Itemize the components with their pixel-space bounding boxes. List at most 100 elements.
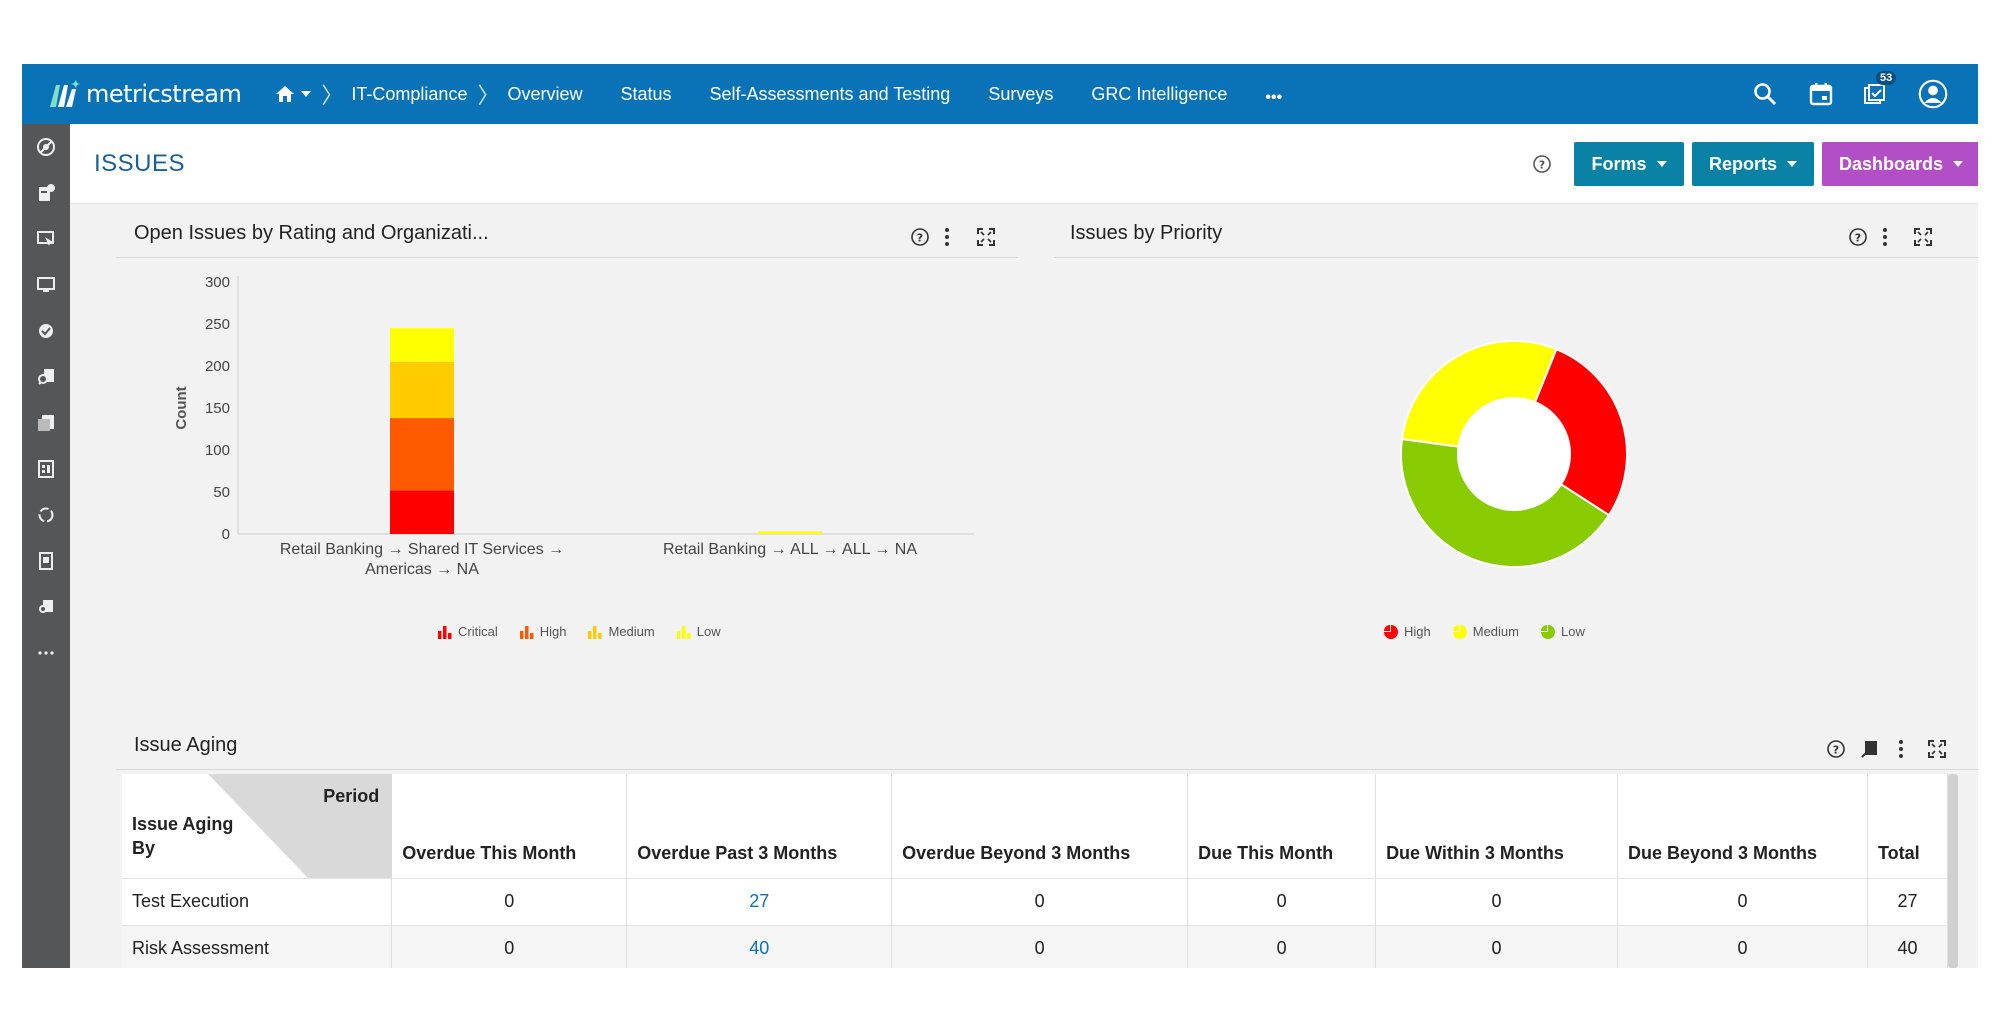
col-overdue-this-month[interactable]: Overdue This Month [391,774,628,878]
help-icon[interactable]: ? [1532,154,1552,174]
settings-check-icon[interactable] [22,308,70,354]
donut-slice-medium[interactable] [1400,340,1558,448]
legend-label-high: High [1404,624,1431,639]
legend-item-high[interactable]: High [519,624,566,639]
svg-text:?: ? [1855,232,1861,245]
row-label: Risk Assessment [122,924,393,968]
y-tick-label: 250 [205,316,230,333]
corner-diagonal-shading [208,774,392,878]
metricstream-logo[interactable]: metricstream [48,79,242,109]
user-avatar-icon[interactable] [1918,79,1948,109]
expand-icon[interactable] [1928,740,1946,758]
report-icon[interactable] [22,446,70,492]
more-nav-icon[interactable]: ••• [1265,89,1283,106]
pie-panel-title: Issues by Priority [1070,222,1223,244]
col-overdue-beyond-3-months[interactable]: Overdue Beyond 3 Months [891,774,1189,878]
search-docs-icon[interactable] [22,354,70,400]
kebab-menu-icon[interactable] [1896,739,1906,759]
assessment-icon[interactable] [22,216,70,262]
home-icon [276,86,295,102]
tasks-icon[interactable]: 53 [1862,71,1897,109]
legend-item-low[interactable]: Low [1541,624,1585,639]
legend-item-medium[interactable]: Medium [588,624,655,639]
expand-icon[interactable] [977,228,995,246]
y-tick-label: 100 [205,442,230,459]
col-total[interactable]: Total [1867,774,1949,878]
donut-slice-low[interactable] [1400,437,1611,568]
col-due-this-month[interactable]: Due This Month [1187,774,1377,878]
donut-chart [1400,340,1628,568]
corner-header-cell: Period Issue Aging By [122,774,393,878]
kebab-menu-icon[interactable] [1880,227,1890,247]
bar-segment-critical[interactable] [390,490,454,534]
bar-legend-icon [588,625,602,639]
bar-segment-low[interactable] [390,328,454,362]
bar-chart-legend: Critical High Medium Low [438,624,721,639]
logo-text: metricstream [86,80,242,108]
nav-item-overview[interactable]: Overview [507,83,583,104]
top-navigation-bar: metricstream 〉 IT-Compliance 〉 Overview … [22,64,1978,124]
legend-item-high[interactable]: High [1384,624,1431,639]
dashboards-button[interactable]: Dashboards [1822,142,1978,186]
app-window: metricstream 〉 IT-Compliance 〉 Overview … [22,64,1978,968]
expand-icon[interactable] [1914,228,1932,246]
legend-label-medium: Medium [1472,624,1519,639]
help-icon[interactable]: ? [910,227,930,247]
table-cell-total: 27 [1867,877,1949,925]
more-rail-icon[interactable] [22,630,70,676]
pie-panel-divider [1054,257,1978,258]
audit-icon[interactable] [22,584,70,630]
breadcrumb-it-compliance[interactable]: IT-Compliance [351,83,468,104]
table-cell: 0 [1617,924,1868,968]
documents-icon[interactable] [22,400,70,446]
forms-button[interactable]: Forms [1574,142,1684,186]
row-label: Test Execution [122,877,393,925]
refresh-icon[interactable] [22,492,70,538]
col-overdue-past-3-months[interactable]: Overdue Past 3 Months [626,774,893,878]
col-due-beyond-3-months[interactable]: Due Beyond 3 Months [1617,774,1868,878]
table-cell-link[interactable]: 40 [626,924,893,968]
export-icon[interactable] [1860,739,1880,759]
bar-panel-divider [116,257,1018,258]
bar-legend-icon [676,625,691,639]
table-cell-link[interactable]: 27 [626,877,893,925]
pie-legend-icon [1384,624,1398,639]
col-due-within-3-months[interactable]: Due Within 3 Months [1375,774,1618,878]
legend-item-low[interactable]: Low [676,624,721,639]
table-cell-total: 40 [1867,924,1949,968]
nav-item-grc-intelligence[interactable]: GRC Intelligence [1091,83,1228,104]
nav-item-self-assessments[interactable]: Self-Assessments and Testing [709,83,951,104]
monitor-icon[interactable] [22,262,70,308]
aging-panel-title: Issue Aging [134,734,238,756]
y-tick-label: 300 [205,274,230,291]
nav-item-status[interactable]: Status [620,83,672,104]
bar-segment-medium[interactable] [390,361,454,419]
home-menu[interactable] [275,85,312,103]
calendar-icon[interactable] [1806,79,1836,109]
table-scrollbar[interactable] [1948,774,1958,968]
donut-slice-high[interactable] [1533,347,1628,517]
table-row: Risk Assessment 0 40 0 0 0 0 40 [122,924,1949,968]
reports-button[interactable]: Reports [1692,142,1814,186]
chevron-down-icon [1656,161,1667,167]
bar-segment-low[interactable] [758,531,822,534]
legend-item-critical[interactable]: Critical [438,624,498,639]
gauge-icon[interactable] [22,124,70,170]
bar-panel-title: Open Issues by Rating and Organizati... [134,222,489,244]
legend-item-medium[interactable]: Medium [1452,624,1519,639]
table-cell: 0 [1375,924,1618,968]
clipboard-icon[interactable] [22,538,70,584]
breadcrumb-separator-icon: 〉 [321,84,344,109]
page-header: ISSUES ? Forms Reports Dashboards [70,124,1978,204]
table-cell: 0 [1187,877,1377,925]
kebab-menu-icon[interactable] [942,227,952,247]
help-icon[interactable]: ? [1826,739,1846,759]
table-cell: 0 [1375,877,1618,925]
help-icon[interactable]: ? [1848,227,1868,247]
issue-form-icon[interactable] [22,170,70,216]
bar-segment-high[interactable] [390,418,454,491]
bar-legend-icon [519,625,534,639]
nav-item-surveys[interactable]: Surveys [988,83,1054,104]
legend-label-medium: Medium [608,624,655,639]
search-icon[interactable] [1750,79,1780,109]
